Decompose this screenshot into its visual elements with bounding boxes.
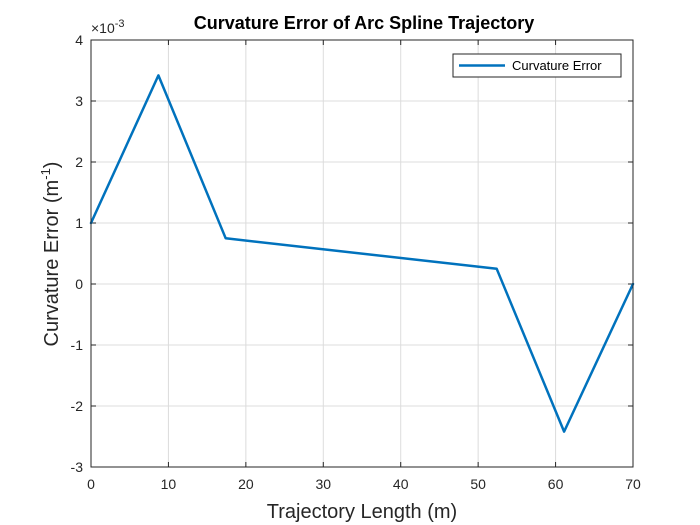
y-axis-label-main: Curvature Error (m (41, 180, 63, 347)
y-tick-label: 0 (75, 276, 83, 292)
y-tick-label: -3 (71, 459, 84, 475)
x-tick-label: 0 (87, 476, 95, 492)
y-axis-label-sup: -1 (38, 168, 53, 180)
legend: Curvature Error (452, 53, 622, 78)
plot-area (89, 39, 635, 468)
x-tick-label: 30 (315, 476, 331, 492)
y-tick-label: 1 (75, 215, 83, 231)
y-exponent-prefix: ×10 (91, 20, 115, 36)
series-line-curvature-error (89, 74, 635, 433)
series-group (89, 74, 635, 433)
y-tick-label: -1 (71, 337, 84, 353)
y-axis-label: Curvature Error (m-1) (38, 162, 63, 347)
y-tick-label: 2 (75, 154, 83, 170)
x-tick-label: 50 (470, 476, 486, 492)
y-tick-label: 4 (75, 32, 83, 48)
y-exponent-label: ×10-3 (91, 18, 125, 36)
legend-box (452, 53, 622, 78)
x-tick-label: 10 (161, 476, 177, 492)
y-axis-label-close: ) (41, 162, 63, 169)
x-tick-label: 70 (625, 476, 641, 492)
y-tick-labels: -3 -2 -1 0 1 2 3 4 (71, 32, 84, 475)
y-tick-label: 3 (75, 93, 83, 109)
x-tick-labels: 0 10 20 30 40 50 60 70 (87, 476, 641, 492)
y-exponent-power: -3 (115, 18, 125, 30)
x-tick-label: 60 (548, 476, 564, 492)
x-axis-label: Trajectory Length (m) (267, 501, 457, 523)
chart-title: Curvature Error of Arc Spline Trajectory (194, 13, 534, 33)
x-tick-label: 20 (238, 476, 254, 492)
legend-entry-curvature-error: Curvature Error (512, 58, 602, 73)
x-tick-label: 40 (393, 476, 409, 492)
axes-border (90, 39, 634, 468)
y-tick-label: -2 (71, 398, 84, 414)
